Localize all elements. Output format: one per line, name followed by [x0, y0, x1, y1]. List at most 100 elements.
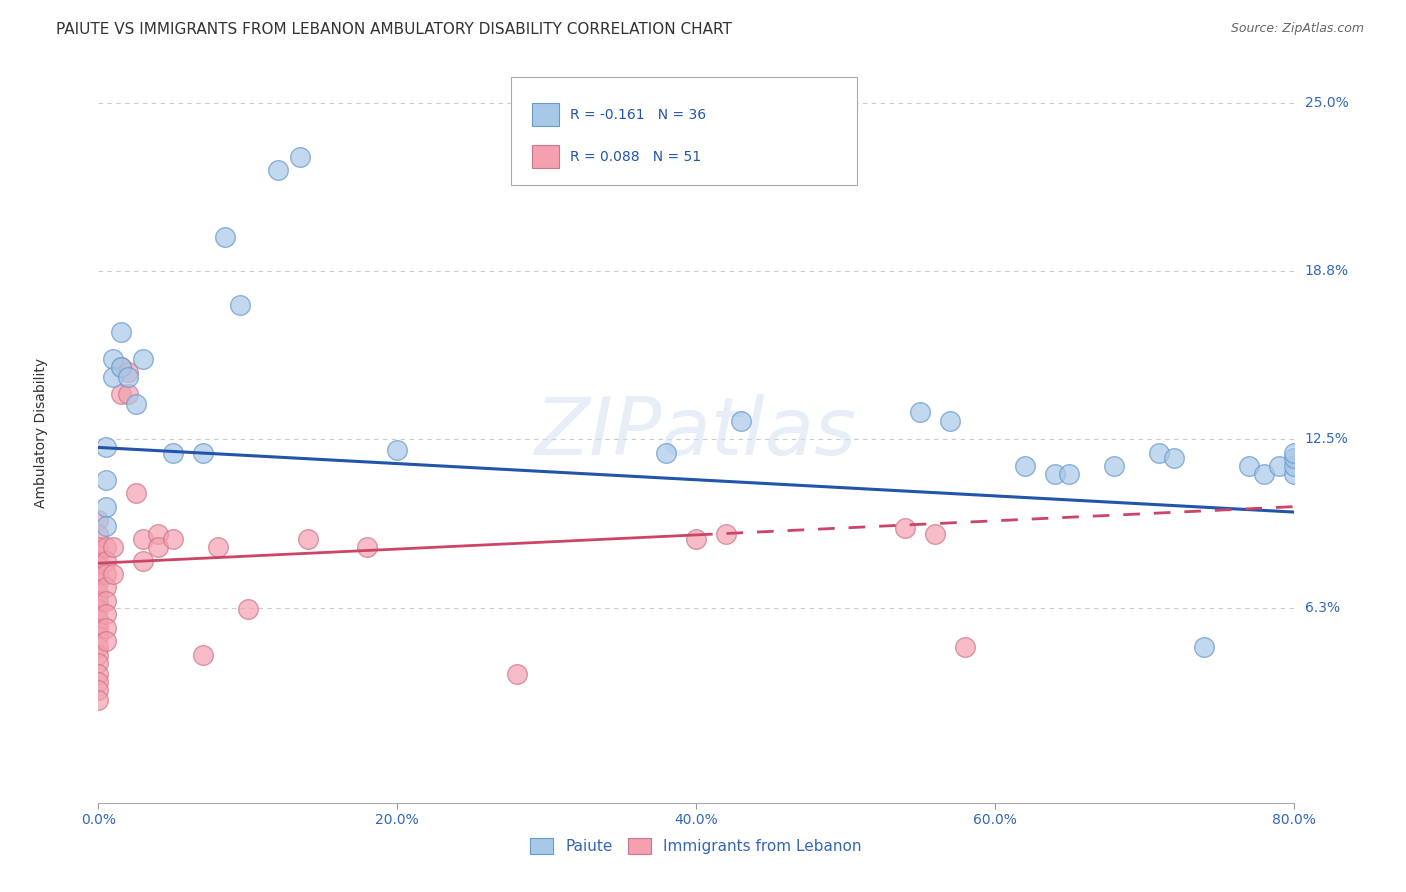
- Point: [87, 526, 110, 541]
- Point: [87, 602, 110, 616]
- Point: [103, 566, 125, 581]
- Point: [908, 405, 931, 419]
- Point: [87, 513, 110, 527]
- Point: [87, 548, 110, 562]
- Point: [236, 602, 259, 616]
- Point: [87, 674, 110, 689]
- Point: [94, 518, 117, 533]
- Point: [356, 540, 378, 554]
- Point: [730, 413, 752, 427]
- Point: [87, 656, 110, 670]
- Legend: Paiute, Immigrants from Lebanon: Paiute, Immigrants from Lebanon: [523, 830, 869, 862]
- Point: [1014, 459, 1036, 474]
- Point: [1282, 446, 1305, 460]
- Point: [1163, 451, 1185, 466]
- Point: [110, 359, 132, 374]
- Point: [110, 359, 132, 374]
- Point: [94, 607, 117, 622]
- Point: [685, 532, 707, 546]
- Point: [267, 163, 290, 178]
- Point: [103, 540, 125, 554]
- Point: [229, 298, 252, 312]
- Text: 18.8%: 18.8%: [1305, 264, 1348, 278]
- Point: [87, 558, 110, 573]
- Point: [94, 621, 117, 635]
- Point: [162, 532, 184, 546]
- Text: 12.5%: 12.5%: [1305, 433, 1348, 446]
- Point: [87, 566, 110, 581]
- Point: [87, 621, 110, 635]
- Point: [94, 473, 117, 487]
- Point: [297, 532, 319, 546]
- Point: [87, 666, 110, 681]
- Point: [132, 553, 155, 567]
- Point: [94, 500, 117, 514]
- Text: 25.0%: 25.0%: [1305, 95, 1348, 110]
- Point: [1267, 459, 1289, 474]
- Point: [924, 526, 946, 541]
- Point: [385, 443, 409, 458]
- Point: [94, 540, 117, 554]
- Point: [953, 640, 976, 654]
- Text: ZIPatlas: ZIPatlas: [534, 393, 858, 472]
- Point: [87, 648, 110, 662]
- Point: [1282, 451, 1305, 466]
- FancyBboxPatch shape: [533, 145, 558, 168]
- Point: [1192, 640, 1215, 654]
- Point: [87, 586, 110, 600]
- Point: [125, 486, 148, 500]
- Point: [94, 581, 117, 595]
- Point: [162, 446, 184, 460]
- Point: [87, 693, 110, 707]
- Point: [87, 613, 110, 627]
- Point: [132, 351, 155, 366]
- Point: [148, 540, 170, 554]
- Point: [1253, 467, 1275, 482]
- Text: Ambulatory Disability: Ambulatory Disability: [34, 358, 48, 508]
- Point: [117, 386, 139, 401]
- Point: [1237, 459, 1260, 474]
- Point: [1147, 446, 1170, 460]
- FancyBboxPatch shape: [533, 103, 558, 127]
- Text: Source: ZipAtlas.com: Source: ZipAtlas.com: [1230, 22, 1364, 36]
- Point: [117, 365, 139, 379]
- Point: [288, 150, 311, 164]
- Point: [94, 553, 117, 567]
- Point: [87, 682, 110, 697]
- Point: [103, 351, 125, 366]
- Point: [87, 594, 110, 608]
- Point: [117, 370, 139, 384]
- Text: R = 0.088   N = 51: R = 0.088 N = 51: [571, 150, 702, 163]
- Point: [214, 230, 236, 244]
- Point: [191, 446, 214, 460]
- Point: [94, 634, 117, 648]
- Point: [87, 575, 110, 590]
- Point: [1282, 459, 1305, 474]
- Point: [94, 566, 117, 581]
- Point: [191, 648, 214, 662]
- FancyBboxPatch shape: [510, 78, 858, 185]
- Text: 6.3%: 6.3%: [1305, 600, 1340, 615]
- Point: [87, 640, 110, 654]
- Point: [1282, 467, 1305, 482]
- Point: [94, 441, 117, 455]
- Point: [939, 413, 962, 427]
- Point: [1043, 467, 1066, 482]
- Point: [110, 386, 132, 401]
- Point: [506, 666, 529, 681]
- Text: R = -0.161   N = 36: R = -0.161 N = 36: [571, 108, 707, 122]
- Point: [110, 325, 132, 339]
- Point: [714, 526, 737, 541]
- Point: [103, 370, 125, 384]
- Point: [1104, 459, 1126, 474]
- Point: [94, 594, 117, 608]
- Point: [87, 629, 110, 643]
- Point: [655, 446, 678, 460]
- Point: [148, 526, 170, 541]
- Point: [125, 397, 148, 411]
- Point: [132, 532, 155, 546]
- Point: [87, 540, 110, 554]
- Point: [894, 521, 917, 535]
- Point: [207, 540, 229, 554]
- Point: [1059, 467, 1081, 482]
